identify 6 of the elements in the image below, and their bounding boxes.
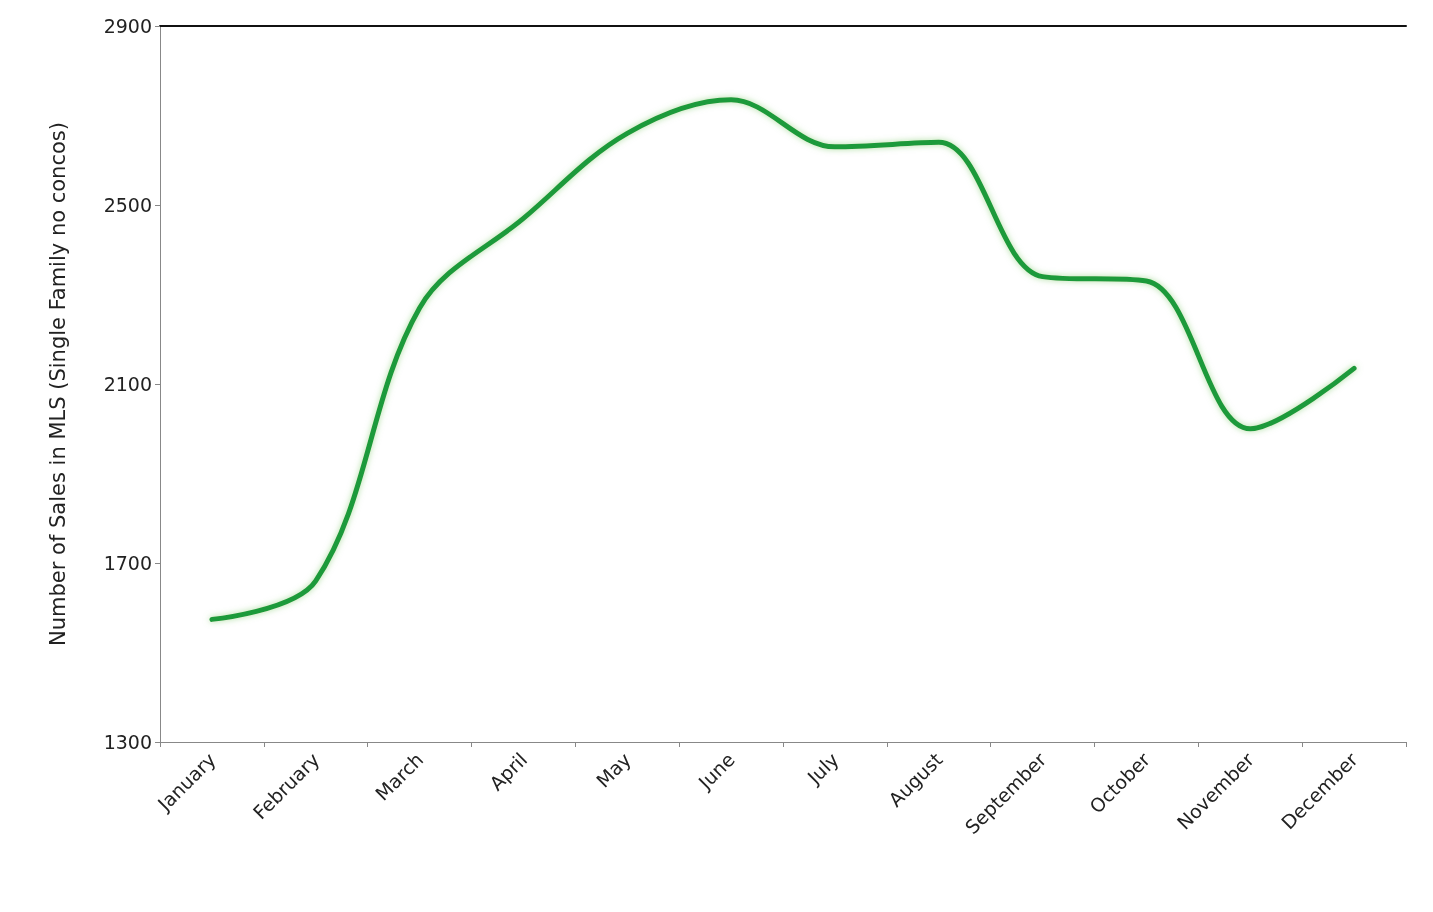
y-axis-title: Number of Sales in MLS (Single Family no concos) (45, 122, 70, 646)
y-tick-label: 2500 (103, 194, 152, 216)
y-tick-label: 2900 (103, 15, 152, 37)
y-tick-label: 2100 (103, 373, 152, 395)
y-tick-label: 1700 (103, 552, 152, 574)
y-tick-label: 1300 (103, 731, 152, 753)
